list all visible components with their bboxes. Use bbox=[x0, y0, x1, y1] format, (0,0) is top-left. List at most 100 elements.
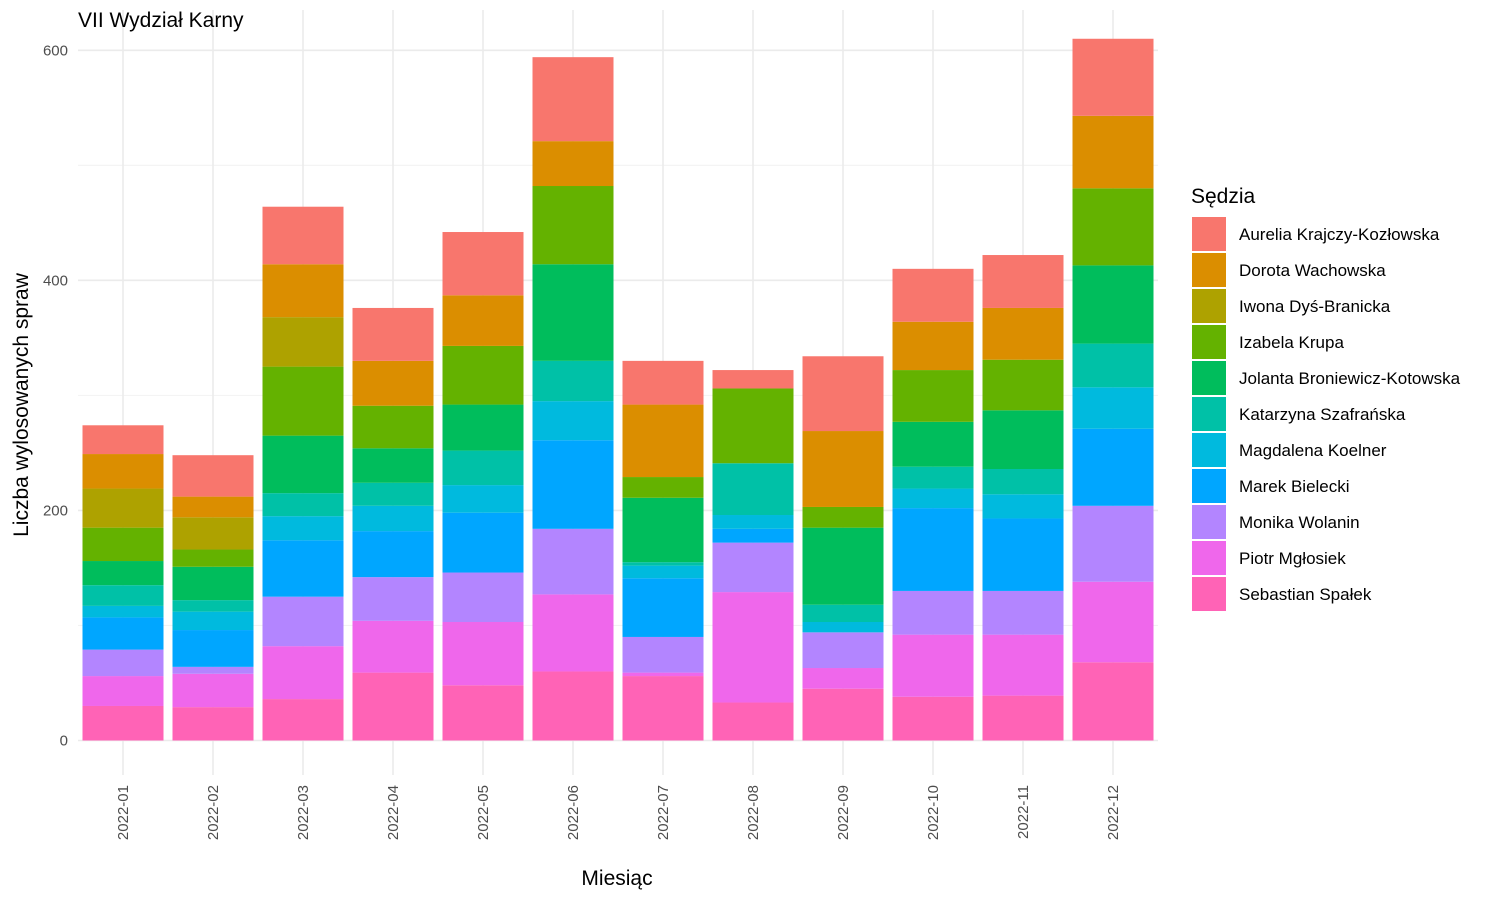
bar-segment bbox=[352, 672, 434, 741]
x-axis-title: Miesiąc bbox=[581, 867, 652, 890]
bar-segment bbox=[982, 255, 1064, 308]
y-tick-label: 400 bbox=[43, 272, 68, 289]
legend-label: Iwona Dyś-Branicka bbox=[1239, 297, 1391, 316]
bar-segment bbox=[712, 515, 794, 529]
bar-segment bbox=[82, 425, 164, 455]
bar-segment bbox=[802, 431, 884, 507]
legend-swatch bbox=[1192, 361, 1226, 395]
legend-label: Jolanta Broniewicz-Kotowska bbox=[1239, 369, 1461, 388]
bar-segment bbox=[622, 676, 704, 741]
bar-segment bbox=[1072, 265, 1154, 344]
bar-segment bbox=[982, 634, 1064, 696]
bar-segment bbox=[352, 482, 434, 506]
bar-segment bbox=[82, 705, 164, 741]
bar-segment bbox=[532, 57, 614, 142]
bar-segment bbox=[712, 702, 794, 741]
bar-segment bbox=[172, 666, 254, 674]
bar-segment bbox=[352, 360, 434, 406]
bar-segment bbox=[442, 572, 524, 622]
bar-segment bbox=[802, 527, 884, 605]
bar-segment bbox=[982, 695, 1064, 741]
x-tick-label: 2022-01 bbox=[115, 785, 132, 840]
bar-segment bbox=[442, 622, 524, 686]
bar-segment bbox=[352, 307, 434, 361]
legend-swatch bbox=[1192, 577, 1226, 611]
legend-swatch bbox=[1192, 505, 1226, 539]
bar-segment bbox=[172, 600, 254, 612]
bar-segment bbox=[352, 405, 434, 449]
bar-segment bbox=[712, 592, 794, 703]
legend-swatch bbox=[1192, 541, 1226, 575]
bar-segment bbox=[892, 590, 974, 635]
bar-segment bbox=[892, 488, 974, 509]
bar-segment bbox=[622, 578, 704, 637]
bar-segment bbox=[442, 512, 524, 573]
bar-segment bbox=[622, 360, 704, 405]
x-tick-label: 2022-11 bbox=[1015, 785, 1032, 839]
bar-segment bbox=[802, 668, 884, 689]
legend-swatch bbox=[1192, 325, 1226, 359]
bar-segment bbox=[712, 388, 794, 464]
bar-segment bbox=[622, 497, 704, 563]
y-axis-title: Liczba wylosowanych spraw bbox=[10, 272, 33, 537]
bar-segment bbox=[1072, 505, 1154, 582]
bar-segment bbox=[82, 454, 164, 489]
bar-segment bbox=[262, 206, 344, 265]
bar-segment bbox=[802, 622, 884, 633]
bar-segment bbox=[262, 264, 344, 318]
legend-label: Marek Bielecki bbox=[1239, 477, 1350, 496]
bar-segment bbox=[532, 401, 614, 441]
x-tick-labels: 2022-01 2022-02 2022-03 2022-04 2022-05 2022-… bbox=[115, 785, 1122, 840]
bar-segment bbox=[982, 518, 1064, 591]
x-tick-label: 2022-10 bbox=[925, 785, 942, 840]
x-tick-label: 2022-06 bbox=[565, 785, 582, 840]
y-tick-label: 0 bbox=[60, 732, 68, 749]
bar-segment bbox=[442, 485, 524, 513]
legend-label: Sebastian Spałek bbox=[1239, 585, 1372, 604]
bar-segment bbox=[262, 516, 344, 541]
bar-segment bbox=[1072, 662, 1154, 741]
bar-segment bbox=[982, 494, 1064, 519]
bar-segment bbox=[622, 404, 704, 478]
bar-segment bbox=[1072, 387, 1154, 429]
bar-segment bbox=[262, 435, 344, 494]
bar-segment bbox=[172, 611, 254, 631]
x-tick-label: 2022-02 bbox=[205, 785, 222, 840]
bar-segment bbox=[1072, 38, 1154, 116]
bar-segment bbox=[622, 477, 704, 498]
bar-segment bbox=[352, 505, 434, 532]
bar-segment bbox=[172, 630, 254, 667]
bar-segment bbox=[262, 596, 344, 647]
bar-segment bbox=[82, 561, 164, 586]
bar-segment bbox=[982, 469, 1064, 495]
x-tick-label: 2022-05 bbox=[475, 785, 492, 840]
bar-segment bbox=[442, 295, 524, 346]
bar-segment bbox=[892, 466, 974, 489]
legend-label: Aurelia Krajczy-Kozłowska bbox=[1239, 225, 1440, 244]
bar-segment bbox=[442, 232, 524, 296]
bar-segment bbox=[892, 421, 974, 467]
bar-segment bbox=[172, 496, 254, 518]
legend-label: Izabela Krupa bbox=[1239, 333, 1344, 352]
bar-segment bbox=[982, 359, 1064, 411]
bar-segment bbox=[622, 565, 704, 579]
bar-segment bbox=[532, 186, 614, 265]
legend-swatch bbox=[1192, 433, 1226, 467]
bar-segment bbox=[172, 455, 254, 497]
bar-segment bbox=[982, 307, 1064, 360]
bar-segment bbox=[82, 605, 164, 618]
legend-swatch bbox=[1192, 469, 1226, 503]
bar-segment bbox=[262, 646, 344, 700]
bar-segment bbox=[1072, 188, 1154, 266]
legend-label: Magdalena Koelner bbox=[1239, 441, 1387, 460]
bar-segment bbox=[82, 527, 164, 562]
bar-segment bbox=[712, 463, 794, 516]
bar-segment bbox=[352, 448, 434, 483]
bar-segment bbox=[532, 671, 614, 741]
bar-segment bbox=[262, 317, 344, 367]
bar-segment bbox=[532, 141, 614, 187]
legend-label: Monika Wolanin bbox=[1239, 513, 1360, 532]
bar-segment bbox=[532, 360, 614, 402]
bar-segment bbox=[712, 542, 794, 593]
